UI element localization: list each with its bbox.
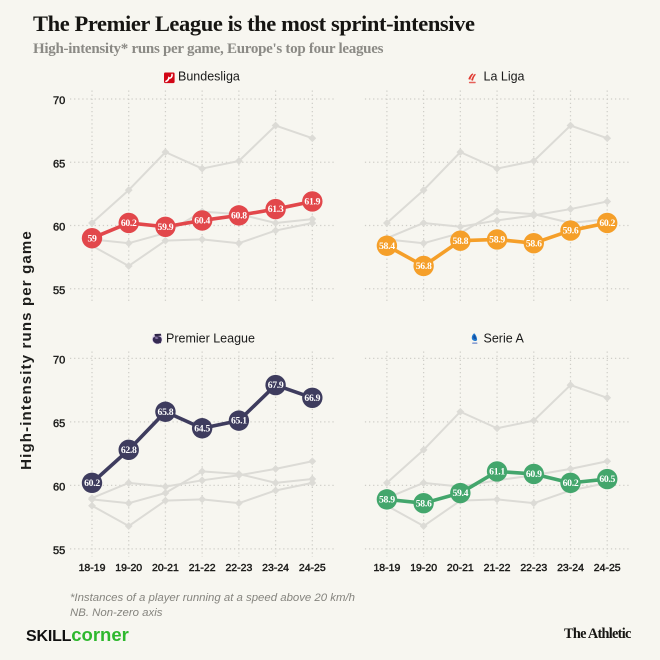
svg-text:23-24: 23-24 — [262, 562, 289, 574]
svg-text:58.8: 58.8 — [452, 236, 468, 247]
svg-text:66.9: 66.9 — [304, 393, 320, 404]
svg-text:23-24: 23-24 — [557, 562, 584, 574]
svg-text:65.1: 65.1 — [231, 416, 247, 427]
svg-text:65.8: 65.8 — [158, 407, 174, 418]
svg-text:58.9: 58.9 — [379, 494, 395, 505]
svg-text:61.3: 61.3 — [268, 204, 284, 215]
svg-text:70: 70 — [53, 354, 65, 366]
svg-text:20-21: 20-21 — [447, 562, 474, 574]
svg-text:60: 60 — [53, 222, 65, 234]
svg-text:60.2: 60.2 — [563, 478, 579, 489]
svg-text:19-20: 19-20 — [410, 562, 437, 574]
svg-text:60.4: 60.4 — [194, 216, 210, 227]
svg-text:60.2: 60.2 — [84, 478, 100, 489]
svg-text:High-intensity runs per game: High-intensity runs per game — [18, 230, 35, 470]
svg-text:60.9: 60.9 — [526, 469, 542, 480]
svg-text:18-19: 18-19 — [373, 562, 400, 574]
svg-text:24-25: 24-25 — [594, 562, 621, 574]
svg-text:La Liga: La Liga — [484, 70, 525, 84]
svg-text:60: 60 — [53, 481, 65, 493]
svg-text:65: 65 — [53, 418, 65, 430]
svg-text:22-23: 22-23 — [520, 562, 547, 574]
svg-text:Bundesliga: Bundesliga — [178, 70, 240, 84]
svg-text:19-20: 19-20 — [115, 562, 142, 574]
svg-text:18-19: 18-19 — [79, 562, 106, 574]
svg-text:60.5: 60.5 — [599, 474, 615, 485]
svg-text:58.6: 58.6 — [416, 498, 432, 509]
svg-text:58.4: 58.4 — [379, 241, 395, 252]
svg-text:64.5: 64.5 — [194, 423, 210, 434]
svg-text:58.6: 58.6 — [526, 238, 542, 249]
svg-text:Premier League: Premier League — [166, 331, 255, 345]
svg-text:22-23: 22-23 — [225, 562, 252, 574]
svg-text:59: 59 — [87, 233, 97, 244]
svg-text:62.8: 62.8 — [121, 445, 137, 456]
svg-text:61.9: 61.9 — [304, 197, 320, 208]
svg-text:24-25: 24-25 — [299, 562, 326, 574]
svg-text:59.9: 59.9 — [158, 222, 174, 233]
svg-text:67.9: 67.9 — [268, 380, 284, 391]
svg-text:60.8: 60.8 — [231, 210, 247, 221]
svg-text:60.2: 60.2 — [121, 218, 137, 229]
svg-text:55: 55 — [53, 285, 65, 297]
svg-text:56.8: 56.8 — [416, 261, 432, 272]
svg-text:60.2: 60.2 — [599, 218, 615, 229]
svg-text:70: 70 — [53, 95, 65, 107]
svg-text:Serie A: Serie A — [484, 331, 525, 345]
svg-text:21-22: 21-22 — [484, 562, 511, 574]
svg-text:61.1: 61.1 — [489, 467, 505, 478]
svg-text:65: 65 — [53, 158, 65, 170]
svg-text:59.6: 59.6 — [563, 226, 579, 237]
svg-text:21-22: 21-22 — [189, 562, 216, 574]
svg-text:55: 55 — [53, 545, 65, 557]
svg-text:59.4: 59.4 — [452, 488, 468, 499]
svg-text:58.9: 58.9 — [489, 235, 505, 246]
svg-text:20-21: 20-21 — [152, 562, 179, 574]
